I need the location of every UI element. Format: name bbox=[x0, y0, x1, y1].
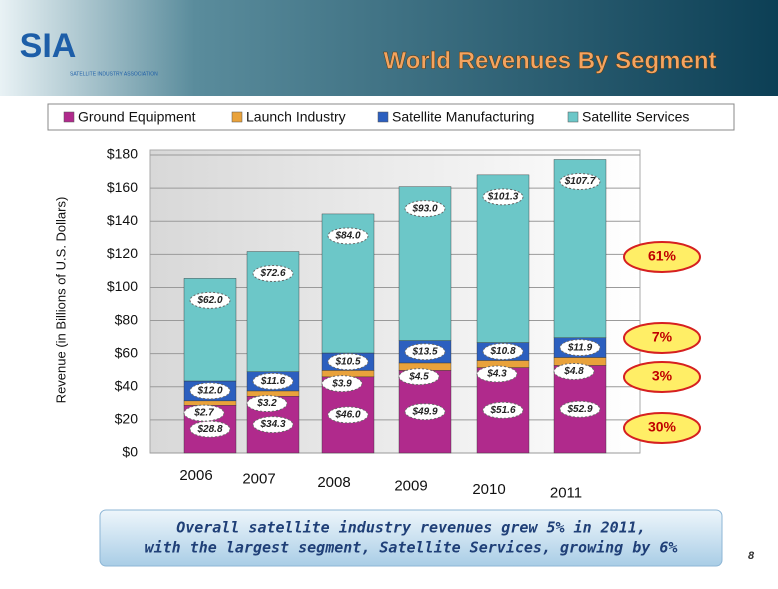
value-label-bubble bbox=[183, 404, 225, 422]
value-label-bubble bbox=[559, 400, 601, 418]
bar-segment bbox=[183, 278, 237, 382]
value-label-bubble bbox=[559, 172, 601, 190]
value-label-bubble bbox=[252, 416, 294, 434]
x-tick-label: 2006 bbox=[179, 467, 212, 484]
y-tick-label: $60 bbox=[115, 344, 139, 360]
value-label-bubble bbox=[404, 403, 446, 421]
bar-segment bbox=[321, 370, 375, 378]
value-label-bubble bbox=[321, 375, 363, 393]
value-label: $2.7 bbox=[193, 408, 214, 419]
value-label-bubble bbox=[246, 395, 288, 413]
value-label-bubble bbox=[189, 291, 231, 309]
value-label: $12.0 bbox=[196, 386, 222, 397]
value-label: $51.6 bbox=[489, 405, 515, 416]
legend-label: Launch Industry bbox=[246, 109, 346, 125]
y-tick-label: $100 bbox=[107, 278, 138, 294]
value-label: $62.0 bbox=[196, 295, 222, 306]
share-bubble bbox=[623, 361, 701, 393]
share-bubble bbox=[623, 322, 701, 354]
y-tick-label: $80 bbox=[115, 311, 139, 327]
legend-swatch bbox=[231, 111, 243, 123]
value-label-bubble bbox=[189, 382, 231, 400]
value-label: $11.9 bbox=[567, 342, 593, 353]
share-label: 3% bbox=[652, 368, 673, 384]
value-label: $13.5 bbox=[411, 346, 437, 357]
logo-subtitle: SATELLITE INDUSTRY ASSOCIATION bbox=[70, 71, 158, 77]
value-label-bubble bbox=[476, 365, 518, 383]
value-label: $52.9 bbox=[566, 404, 592, 415]
legend-label: Ground Equipment bbox=[78, 109, 196, 125]
value-label-bubble bbox=[252, 372, 294, 390]
footer-box bbox=[99, 509, 723, 567]
footer-line: with the largest segment, Satellite Serv… bbox=[145, 539, 678, 557]
footer-line: Overall satellite industry revenues grew… bbox=[176, 519, 646, 537]
bar-segment bbox=[183, 400, 237, 406]
value-label-bubble bbox=[553, 362, 595, 380]
x-tick-label: 2010 bbox=[472, 481, 505, 498]
value-label-bubble bbox=[482, 188, 524, 206]
value-label-bubble bbox=[252, 265, 294, 283]
value-label: $10.5 bbox=[334, 356, 360, 367]
value-label-bubble bbox=[482, 343, 524, 361]
value-label: $101.3 bbox=[487, 192, 519, 203]
value-label: $49.9 bbox=[411, 406, 437, 417]
bar-segment bbox=[246, 390, 300, 397]
y-axis-label: Revenue (in Billions of U.S. Dollars) bbox=[53, 197, 68, 404]
share-label: 61% bbox=[648, 248, 677, 264]
chart-title: World Revenues By Segment bbox=[384, 47, 717, 74]
logo: SIA bbox=[20, 27, 77, 65]
x-tick-label: 2008 bbox=[317, 474, 350, 491]
value-label: $107.7 bbox=[564, 176, 596, 187]
legend-label: Satellite Manufacturing bbox=[392, 109, 534, 125]
value-label: $3.2 bbox=[256, 398, 277, 409]
value-label: $34.3 bbox=[259, 419, 285, 430]
value-label: $11.6 bbox=[260, 376, 286, 387]
share-label: 30% bbox=[648, 419, 677, 435]
y-tick-label: $40 bbox=[115, 377, 139, 393]
value-label-bubble bbox=[327, 406, 369, 424]
share-bubble bbox=[623, 241, 701, 273]
legend-swatch bbox=[377, 111, 389, 123]
value-label-bubble bbox=[398, 368, 440, 386]
share-label: 7% bbox=[652, 329, 673, 345]
y-tick-label: $120 bbox=[107, 245, 138, 261]
page-number: 8 bbox=[748, 550, 755, 562]
x-tick-label: 2011 bbox=[550, 484, 582, 501]
legend-swatch bbox=[567, 111, 579, 123]
value-label: $4.5 bbox=[408, 371, 429, 382]
legend-box bbox=[47, 103, 735, 131]
y-tick-label: $160 bbox=[107, 179, 138, 195]
value-label-bubble bbox=[482, 401, 524, 419]
value-label: $72.6 bbox=[259, 268, 285, 279]
value-label: $4.3 bbox=[486, 369, 507, 380]
value-label: $46.0 bbox=[334, 410, 360, 421]
value-label-bubble bbox=[404, 200, 446, 218]
value-label: $10.8 bbox=[489, 346, 515, 357]
header-band bbox=[0, 0, 778, 96]
share-bubble bbox=[623, 412, 701, 444]
value-label: $3.9 bbox=[331, 378, 352, 389]
y-tick-label: $20 bbox=[115, 411, 139, 427]
x-tick-label: 2007 bbox=[242, 470, 275, 487]
y-tick-label: $0 bbox=[122, 444, 138, 460]
y-tick-label: $180 bbox=[107, 146, 138, 162]
value-label: $4.8 bbox=[563, 366, 584, 377]
value-label: $84.0 bbox=[334, 231, 360, 242]
value-label-bubble bbox=[404, 343, 446, 361]
legend-label: Satellite Services bbox=[582, 109, 689, 125]
value-label-bubble bbox=[327, 227, 369, 245]
y-tick-label: $140 bbox=[107, 212, 138, 228]
legend-swatch bbox=[63, 111, 75, 123]
value-label: $93.0 bbox=[411, 203, 437, 214]
value-label-bubble bbox=[327, 353, 369, 371]
value-label: $28.8 bbox=[196, 424, 222, 435]
value-label-bubble bbox=[559, 339, 601, 357]
x-tick-label: 2009 bbox=[394, 477, 427, 494]
